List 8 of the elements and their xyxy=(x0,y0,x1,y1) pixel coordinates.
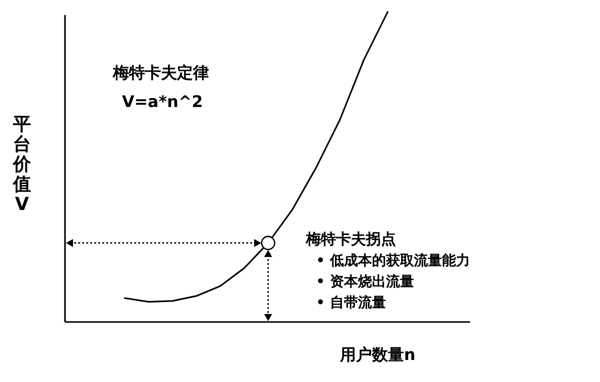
text: V=a*n^2 xyxy=(122,92,203,111)
x-axis-title: 用户数量n xyxy=(339,345,416,364)
annotation: • 自带流量 xyxy=(316,294,386,311)
annotation: • 资本烧出流量 xyxy=(316,273,414,290)
annotation: • 低成本的获取流量能力 xyxy=(316,252,470,269)
annotation: 梅特卡夫拐点 xyxy=(305,230,396,248)
text: 梅特卡夫定律 xyxy=(112,63,209,82)
y-axis-title: 平台价值V xyxy=(12,114,32,215)
